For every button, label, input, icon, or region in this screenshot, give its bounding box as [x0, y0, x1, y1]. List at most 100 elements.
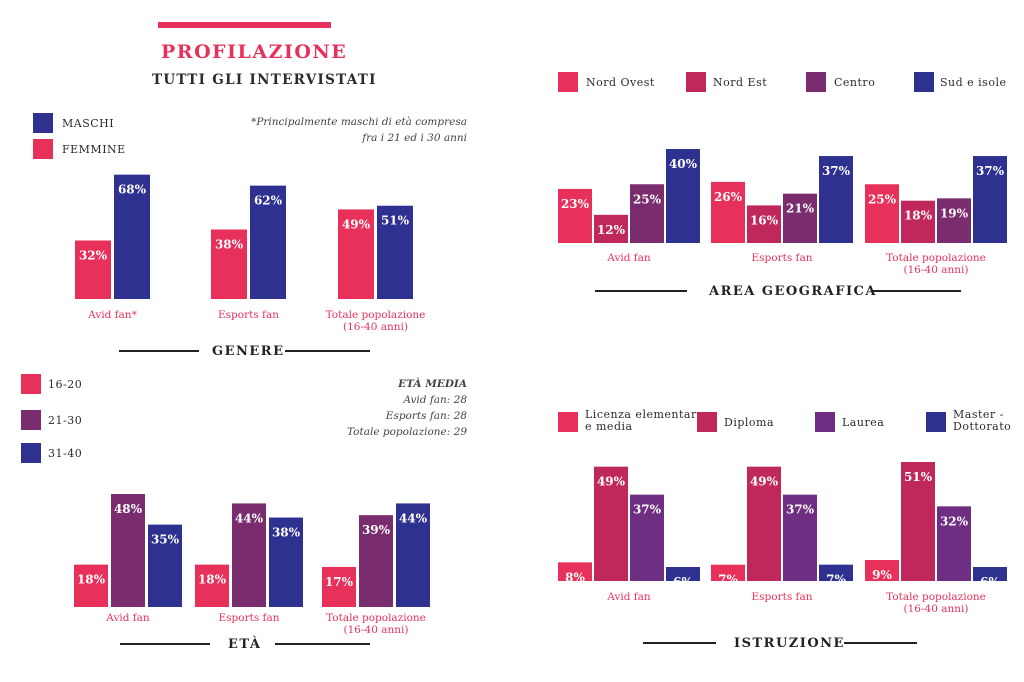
genere-footnote-line-1: *Principalmente maschi di età compresa: [251, 116, 467, 128]
bar-istruzione-1-1: [747, 466, 781, 581]
legend-swatch-nord-est: [686, 72, 706, 92]
legend-label-nord-ovest: Nord Ovest: [586, 76, 655, 89]
bar-area-2-1: [901, 200, 935, 243]
bar-area-2-3: [973, 156, 1007, 243]
bar-istruzione-1-2: [783, 494, 817, 581]
istruzione-rule-right: [844, 642, 917, 644]
area-section-label: AREA GEOGRAFICA: [709, 284, 877, 299]
bar-genere-0-0: [75, 240, 111, 299]
bar-area-1-2: [783, 193, 817, 243]
bar-eta-0-0: [74, 564, 108, 607]
legend-swatch-31-40: [21, 443, 41, 463]
eta-media-line-1: Avid fan: 28: [403, 394, 467, 406]
bar-value-label: 6%: [673, 575, 693, 589]
bar-istruzione-0-3: [666, 567, 700, 581]
legend-swatch-sud-isole: [914, 72, 934, 92]
genere-rule-right: [285, 350, 370, 352]
bar-istruzione-0-1: [594, 466, 628, 581]
legend-label-nord-est: Nord Est: [713, 76, 768, 89]
bar-value-label: 49%: [750, 475, 779, 489]
istruzione-rule-left: [643, 642, 716, 644]
bar-genere-2-1: [377, 205, 413, 299]
bar-area-2-0: [865, 184, 899, 243]
legend-label-21-30: 21-30: [48, 414, 83, 427]
header-accent-bar: [158, 22, 331, 28]
legend-swatch-nord-ovest: [558, 72, 578, 92]
bar-area-0-3: [666, 149, 700, 243]
bar-value-label: 21%: [786, 202, 815, 216]
bar-value-label: 51%: [904, 470, 933, 484]
legend-label-centro: Centro: [834, 76, 876, 89]
bar-value-label: 16%: [750, 213, 779, 227]
bar-eta-2-0: [322, 566, 356, 607]
bar-value-label: 12%: [597, 223, 626, 237]
bar-value-label: 18%: [904, 209, 933, 223]
bar-value-label: 25%: [868, 192, 897, 206]
bar-area-0-2: [630, 184, 664, 243]
bar-value-label: 9%: [872, 568, 892, 582]
bar-value-label: 18%: [77, 573, 106, 587]
bar-value-label: 7%: [826, 573, 846, 587]
bar-area-1-0: [711, 181, 745, 243]
eta-rule-left: [120, 643, 210, 645]
eta-media-line-2: Esports fan: 28: [385, 410, 467, 422]
legend-swatch-licenza: [558, 412, 578, 432]
bar-eta-2-2: [396, 503, 430, 607]
bar-genere-1-0: [211, 229, 247, 299]
bar-value-label: 38%: [215, 238, 244, 252]
bar-eta-0-2: [148, 524, 182, 607]
bar-value-label: 7%: [718, 573, 738, 587]
legend-swatch-master: [926, 412, 946, 432]
legend-label-sud-isole: Sud e isole: [940, 76, 1007, 89]
category-label: Avid fan*: [87, 309, 137, 321]
bar-value-label: 48%: [114, 502, 143, 516]
bar-area-0-0: [558, 188, 592, 243]
bar-eta-1-2: [269, 517, 303, 607]
category-label: Totale popolazione: [326, 309, 426, 321]
category-label: Totale popolazione: [886, 252, 986, 264]
legend-label-diploma: Diploma: [724, 416, 775, 429]
bar-value-label: 26%: [714, 190, 743, 204]
category-label: Esports fan: [219, 612, 280, 624]
eta-media-line-3: Totale popolazione: 29: [346, 426, 467, 438]
bar-value-label: 38%: [272, 526, 301, 540]
category-label: Totale popolazione: [326, 612, 426, 624]
legend-label-femmine: FEMMINE: [62, 143, 126, 156]
bar-value-label: 32%: [79, 248, 108, 262]
bar-value-label: 44%: [235, 511, 264, 525]
bar-value-label: 37%: [633, 503, 662, 517]
bar-value-label: 39%: [362, 523, 391, 537]
bar-value-label: 49%: [597, 475, 626, 489]
bar-value-label: 49%: [342, 217, 371, 231]
bar-value-label: 6%: [980, 575, 1000, 589]
legend-swatch-21-30: [21, 410, 41, 430]
legend-swatch-maschi: [33, 113, 53, 133]
bar-value-label: 51%: [381, 214, 410, 228]
eta-media-note: ETÀ MEDIA Avid fan: 28 Esports fan: 28 T…: [227, 376, 467, 440]
genere-footnote-line-2: fra i 21 ed i 30 anni: [362, 132, 467, 144]
bar-value-label: 35%: [151, 533, 180, 547]
category-label: (16-40 anni): [344, 624, 409, 636]
bar-value-label: 68%: [118, 183, 147, 197]
legend-swatch-centro: [806, 72, 826, 92]
bar-genere-1-1: [250, 185, 286, 299]
bar-value-label: 23%: [561, 197, 590, 211]
bar-eta-0-1: [111, 494, 145, 607]
category-label: Avid fan: [606, 252, 651, 264]
eta-media-title: ETÀ MEDIA: [398, 378, 467, 390]
legend-label-laurea: Laurea: [842, 416, 885, 429]
bar-area-1-3: [819, 156, 853, 243]
bar-value-label: 25%: [633, 192, 662, 206]
category-label: Avid fan: [105, 612, 150, 624]
legend-swatch-femmine: [33, 139, 53, 159]
legend-swatch-laurea: [815, 412, 835, 432]
page-subtitle: TUTTI GLI INTERVISTATI: [152, 72, 377, 88]
bar-istruzione-1-3: [819, 564, 853, 581]
eta-chart: 18% 48% 35% Avid fan 18% 44% 38% Esports fan 17%…: [74, 494, 430, 636]
bar-area-0-1: [594, 214, 628, 243]
category-label: Esports fan: [218, 309, 279, 321]
bar-istruzione-0-2: [630, 494, 664, 581]
bar-istruzione-2-0: [865, 560, 899, 581]
bar-value-label: 19%: [940, 206, 969, 220]
area-rule-left: [595, 290, 687, 292]
